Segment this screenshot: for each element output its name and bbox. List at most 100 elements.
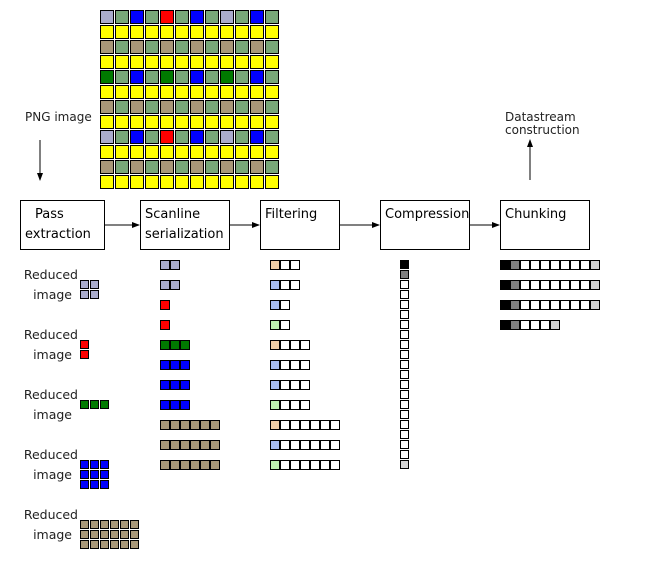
scanline-pixel <box>160 340 170 350</box>
pixel <box>160 115 174 129</box>
compressed-byte <box>400 300 409 309</box>
filtered-byte <box>290 460 300 470</box>
reduced-pixel <box>90 280 99 289</box>
pixel <box>235 100 249 114</box>
pixel <box>235 145 249 159</box>
pixel <box>160 175 174 189</box>
scanline-pixel <box>210 420 220 430</box>
pixel <box>235 55 249 69</box>
chunk-byte <box>510 260 520 270</box>
pixel <box>265 130 279 144</box>
pixel <box>220 160 234 174</box>
chunk-byte <box>540 300 550 310</box>
reduced-pixel <box>80 400 89 409</box>
reduced-pixel <box>90 460 99 469</box>
pixel <box>220 10 234 24</box>
label-line: image <box>33 347 72 362</box>
filter-type-byte <box>270 340 280 350</box>
compressed-byte <box>400 330 409 339</box>
pixel <box>100 70 114 84</box>
pixel <box>250 175 264 189</box>
pixel <box>130 10 144 24</box>
scanline-pixel <box>160 380 170 390</box>
pixel <box>175 10 189 24</box>
pixel <box>190 145 204 159</box>
pixel <box>160 70 174 84</box>
pixel <box>265 70 279 84</box>
pixel <box>220 130 234 144</box>
pixel <box>160 55 174 69</box>
scanline-pixel <box>160 320 170 330</box>
scanline-pixel <box>190 420 200 430</box>
pixel <box>130 55 144 69</box>
pixel <box>145 160 159 174</box>
pixel <box>205 40 219 54</box>
reduced-pixel <box>100 480 109 489</box>
filtered-byte <box>330 460 340 470</box>
scanline-pixel <box>190 460 200 470</box>
scanline-pixel <box>180 440 190 450</box>
filter-type-byte <box>270 460 280 470</box>
label-line: image <box>33 467 72 482</box>
pixel <box>205 55 219 69</box>
pixel <box>235 175 249 189</box>
pixel <box>115 115 129 129</box>
filtered-byte <box>300 340 310 350</box>
stage-box: Compression <box>380 200 470 250</box>
pixel <box>130 130 144 144</box>
stage-box: Pass extraction <box>20 200 105 250</box>
pixel <box>265 160 279 174</box>
pixel <box>100 55 114 69</box>
chunk-byte <box>580 260 590 270</box>
pixel <box>130 145 144 159</box>
chunk-byte <box>580 280 590 290</box>
stage-label: Pass <box>35 207 64 222</box>
reduced-pixel <box>100 400 109 409</box>
pixel <box>250 100 264 114</box>
scanline-pixel <box>160 400 170 410</box>
scanline-pixel <box>200 420 210 430</box>
chunk-byte <box>540 260 550 270</box>
compressed-byte <box>400 340 409 349</box>
filtered-byte <box>280 360 290 370</box>
pixel <box>250 115 264 129</box>
pixel <box>250 130 264 144</box>
pixel <box>250 160 264 174</box>
pixel <box>220 115 234 129</box>
pixel <box>205 115 219 129</box>
reduced-pixel <box>90 470 99 479</box>
pixel <box>145 175 159 189</box>
compressed-byte <box>400 280 409 289</box>
chunk-byte <box>560 280 570 290</box>
chunk-byte <box>560 260 570 270</box>
scanline-pixel <box>170 420 180 430</box>
pixel <box>250 55 264 69</box>
filtered-byte <box>280 260 290 270</box>
scanline-pixel <box>170 360 180 370</box>
reduced-pixel <box>80 480 89 489</box>
scanline-pixel <box>190 440 200 450</box>
reduced-pixel <box>100 460 109 469</box>
label-line: Reduced <box>23 507 78 522</box>
pixel <box>160 160 174 174</box>
chunk-byte <box>590 300 600 310</box>
pixel <box>175 100 189 114</box>
chunk-byte <box>530 300 540 310</box>
chunk-byte <box>540 280 550 290</box>
reduced-pixel <box>130 540 139 549</box>
reduced-image-label: Reduced image <box>10 265 78 305</box>
stage-label: serialization <box>145 227 224 242</box>
pixel <box>145 145 159 159</box>
pixel <box>115 40 129 54</box>
compressed-byte <box>400 350 409 359</box>
pixel <box>235 70 249 84</box>
reduced-pixel <box>100 540 109 549</box>
scanline-pixel <box>170 340 180 350</box>
chunk-byte <box>540 320 550 330</box>
chunk-byte <box>530 280 540 290</box>
pixel <box>190 70 204 84</box>
pixel <box>160 145 174 159</box>
scanline-pixel <box>180 420 190 430</box>
pixel <box>100 85 114 99</box>
